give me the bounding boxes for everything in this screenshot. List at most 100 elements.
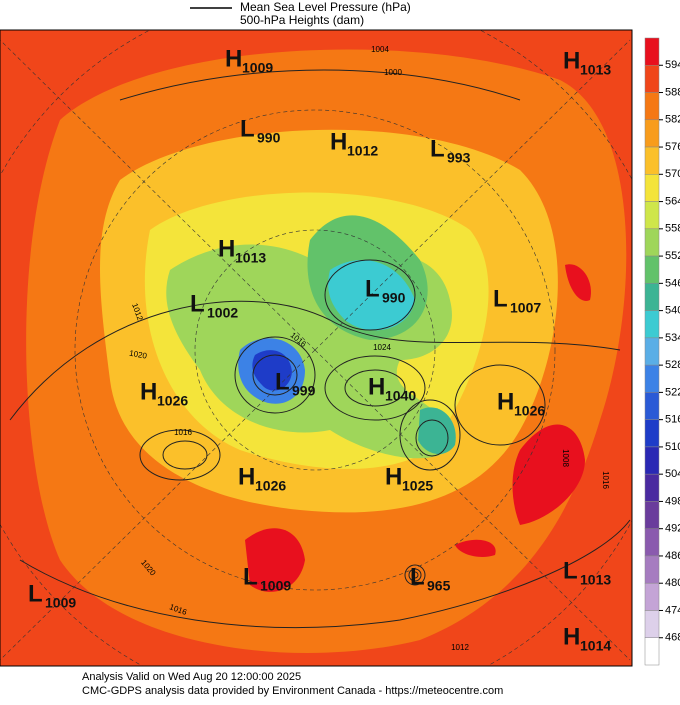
center-letter: L [410,563,425,590]
center-value: 1026 [514,403,545,419]
center-letter: H [218,235,235,262]
isobar-label: 1008 [561,449,570,467]
legend: Mean Sea Level Pressure (hPa) 500-hPa He… [190,0,411,27]
colorbar-label: 588 [665,86,680,98]
isobar-label: 1012 [451,643,469,652]
center-letter: H [225,45,242,72]
colorbar-label: 576 [665,141,680,153]
center-value: 1002 [207,305,238,321]
center-value: 1040 [385,388,416,404]
colorbar-label: 510 [665,441,680,453]
isobar-label: 1016 [601,471,610,489]
colorbar-label: 552 [665,250,680,262]
center-letter: H [497,388,514,415]
colorbar-cell [644,501,660,529]
colorbar-label: 480 [665,577,680,589]
colorbar-label: 570 [665,168,680,180]
colorbar-cell [644,146,660,175]
colorbar-cell [644,201,660,230]
center-value: 1026 [255,478,286,494]
center-value: 990 [382,290,406,306]
colorbar-label: 522 [665,386,680,398]
colorbar-cell [644,119,660,148]
colorbar-cell [644,337,660,366]
center-value: 990 [257,130,281,146]
center-letter: H [368,373,385,400]
colorbar-label: 486 [665,550,680,562]
center-value: 1026 [157,393,188,409]
center-letter: H [563,47,580,74]
colorbar-label: 492 [665,523,680,535]
center-letter: H [238,463,255,490]
colorbar-cell [644,392,660,420]
colorbar-cell [644,637,660,666]
colorbar-cell [644,228,660,257]
colorbar-label: 594 [665,59,680,71]
isobar-label: 1016 [174,428,192,437]
center-letter: L [240,115,255,142]
center-letter: L [243,563,258,590]
center-letter: L [275,368,290,395]
center-letter: L [190,290,205,317]
center-letter: L [365,275,380,302]
colorbar-cell [644,528,660,557]
colorbar-cell [644,610,660,638]
colorbar-label: 504 [665,468,680,480]
colorbar-cell [644,174,660,202]
footer-text: Analysis Valid on Wed Aug 20 12:00:00 20… [82,671,301,683]
colorbar-label: 474 [665,604,680,616]
center-letter: L [430,135,445,162]
map-frame [0,29,633,667]
colorbar-cell [644,255,660,284]
footer-text: CMC-GDPS analysis data provided by Envir… [82,685,503,697]
colorbar-cell [644,419,660,448]
center-value: 1025 [402,478,433,494]
colorbar-label: 516 [665,414,680,426]
center-letter: L [28,580,43,607]
colorbar-label: 558 [665,223,680,235]
colorbar-cell [644,555,660,584]
center-letter: L [493,285,508,312]
center-letter: L [563,557,578,584]
center-letter: H [563,623,580,650]
colorbar-cell [644,364,660,393]
colorbar-label: 546 [665,277,680,289]
center-value: 965 [427,578,451,594]
colorbar-cell [644,582,660,611]
colorbar-cell [644,92,660,121]
colorbar-cell [644,446,660,475]
colorbar-label: 468 [665,632,680,644]
legend-text: 500-hPa Heights (dam) [240,13,364,27]
center-value: 1013 [580,572,611,588]
colorbar-cell [644,37,660,66]
colorbar-label: 540 [665,305,680,317]
center-letter: H [140,378,157,405]
colorbar-cell [644,310,660,339]
isobar-label: 1004 [371,45,389,54]
legend-text: Mean Sea Level Pressure (hPa) [240,0,411,14]
isobar-label: 1024 [373,343,391,352]
center-letter: H [385,463,402,490]
center-value: 1013 [580,62,611,78]
center-value: 1014 [580,638,611,654]
colorbar-label: 498 [665,495,680,507]
colorbar-label: 534 [665,332,680,344]
center-letter: H [330,128,347,155]
colorbar-label: 564 [665,195,680,207]
center-value: 1007 [510,300,541,316]
center-value: 993 [447,150,471,166]
isobar-label: 1020 [129,349,149,361]
colorbar-cell [644,65,660,93]
colorbar-cell [644,283,660,311]
center-value: 1012 [347,143,378,159]
colorbar-cell [644,473,660,502]
center-value: 1009 [45,595,76,611]
center-value: 1009 [242,60,273,76]
center-value: 999 [292,383,316,399]
center-value: 1013 [235,250,266,266]
isobar-label: 1000 [384,68,402,77]
colorbar-label: 528 [665,359,680,371]
colorbar-label: 582 [665,114,680,126]
